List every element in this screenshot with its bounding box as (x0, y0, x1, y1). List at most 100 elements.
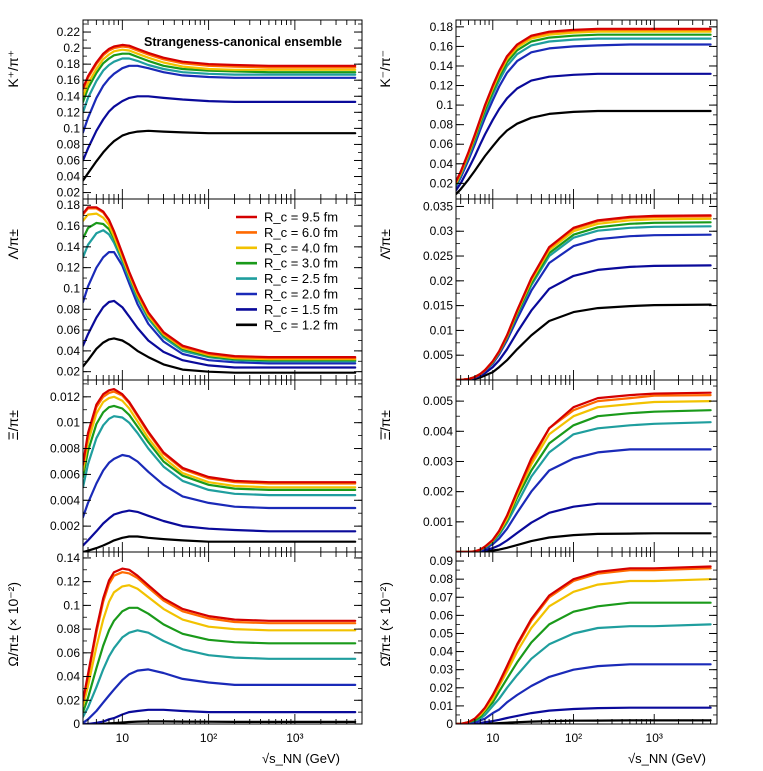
series-line-panel7-7 (456, 719, 712, 724)
series-line-panel1-1 (456, 28, 712, 184)
series-line-panel3-3 (456, 221, 712, 380)
legend-entry: R_c = 1.2 fm (264, 317, 338, 332)
y-tick-label: 0.004 (50, 493, 80, 507)
y-axis-label: K⁻/π⁻ (377, 50, 393, 88)
series-line-panel0-2 (83, 48, 357, 98)
y-axis-label: Ω/π± (× 10⁻²) (5, 582, 21, 667)
y-tick-label: 0.04 (430, 645, 454, 659)
legend-entry: R_c = 1.5 fm (264, 302, 338, 317)
y-tick-label: 0.025 (423, 249, 453, 263)
y-tick-label: 0.08 (430, 572, 454, 586)
series-line-panel5-6 (456, 502, 712, 552)
chart-title: Strangeness-canonical ensemble (144, 35, 342, 49)
y-tick-label: 0.003 (423, 454, 453, 468)
series-line-panel6-5 (83, 668, 357, 724)
panel-1: 0.02 0.04 0.06 0.08 0.1 0.12 0.14 0.16 0.18 K⁻/π⁻ (377, 19, 718, 200)
panel-7: 0 0.01 0.02 0.03 0.04 0.05 0.06 0.07 0.08 0.09 10 1… (377, 551, 718, 745)
y-tick-label: 0.04 (57, 670, 81, 684)
y-tick-label: 0.06 (57, 646, 81, 660)
y-tick-label: 0.008 (50, 442, 80, 456)
legend-entry: R_c = 2.5 fm (264, 271, 338, 286)
panel-7-frame (455, 551, 718, 725)
y-tick-label: 0 (446, 717, 453, 731)
y-tick-label: 0.08 (430, 118, 454, 132)
panel-3: 0.005 0.01 0.015 0.02 0.025 0.03 0.035 Λ̄/π± (377, 198, 718, 381)
y-tick-label: 0.14 (430, 59, 454, 73)
y-tick-label: 0.04 (57, 170, 81, 184)
y-tick-label: 0.14 (57, 89, 81, 103)
panel-5-series (456, 391, 712, 552)
y-tick-label: 0.06 (57, 153, 81, 167)
series-line-panel5-1 (456, 394, 712, 552)
y-tick-label: 0.07 (430, 590, 454, 604)
y-tick-label: 0.035 (423, 199, 453, 213)
series-line-panel0-7 (83, 129, 357, 182)
y-tick-label: 0.005 (423, 348, 453, 362)
x-tick-label: 10 (116, 731, 130, 745)
panel-7-series (456, 565, 712, 724)
series-line-panel0-0 (83, 43, 357, 90)
y-tick-label: 0.16 (57, 219, 81, 233)
panel-2-series (83, 206, 357, 374)
panel-2: 0.02 0.04 0.06 0.08 0.1 0.12 0.14 0.16 0.18 Λ/π± (5, 198, 363, 381)
series-line-panel3-0 (456, 214, 712, 380)
series-line-panel2-5 (83, 251, 357, 365)
series-line-panel0-3 (83, 52, 357, 104)
series-line-panel0-5 (83, 64, 357, 134)
y-tick-label: 0 (73, 717, 80, 731)
y-tick-label: 0.06 (430, 137, 454, 151)
y-tick-label: 0.08 (57, 302, 81, 316)
y-tick-label: 0.18 (430, 20, 454, 34)
y-axis-label: Ω̄/π± (× 10⁻²) (377, 582, 393, 667)
series-line-panel6-0 (83, 567, 357, 702)
y-axis-label: Λ̄/π± (377, 229, 393, 260)
panel-5: 0.001 0.002 0.003 0.004 0.005 Ξ̄/π± (377, 379, 718, 553)
y-tick-label: 0.03 (430, 663, 454, 677)
series-line-panel1-0 (456, 27, 712, 183)
y-tick-label: 0.02 (57, 365, 81, 379)
series-line-panel2-0 (83, 206, 357, 359)
x-tick-label: 10² (565, 731, 582, 745)
y-tick-label: 0.01 (430, 323, 454, 337)
series-line-panel4-7 (83, 535, 357, 552)
series-line-panel5-0 (456, 391, 712, 552)
y-tick-label: 0.08 (57, 137, 81, 151)
y-axis-label: Λ/π± (5, 229, 21, 260)
panel-4: 0.002 0.004 0.006 0.008 0.01 0.012 Ξ/π± (5, 379, 363, 553)
y-tick-label: 0.02 (430, 274, 454, 288)
panel-6-series (83, 567, 357, 724)
panel-0-series (83, 43, 357, 182)
y-tick-label: 0.01 (57, 416, 81, 430)
series-line-panel4-1 (83, 390, 357, 485)
series-line-panel7-6 (456, 706, 712, 724)
series-line-panel3-4 (456, 225, 712, 380)
y-tick-label: 0.03 (430, 224, 454, 238)
series-line-panel6-2 (83, 584, 357, 708)
y-tick-label: 0.12 (57, 261, 81, 275)
series-line-panel0-4 (83, 57, 357, 114)
y-tick-label: 0.22 (57, 25, 81, 39)
legend-entry: R_c = 2.0 fm (264, 287, 338, 302)
panel-0: 0.02 0.04 0.06 0.08 0.1 0.12 0.14 0.16 0.18 0.2 0.… (5, 19, 363, 200)
y-tick-label: 0.14 (57, 240, 81, 254)
y-tick-label: 0.12 (57, 105, 81, 119)
x-tick-label: 10 (486, 731, 500, 745)
panel-6: 0 0.02 0.04 0.06 0.08 0.1 0.12 0.14 10 10² 10³ Ω/π±… (5, 551, 363, 745)
panel-1-series (456, 27, 712, 196)
y-tick-label: 0.05 (430, 626, 454, 640)
y-tick-label: 0.01 (430, 699, 454, 713)
y-tick-label: 0.002 (50, 519, 80, 533)
panels-layer: 0.02 0.04 0.06 0.08 0.1 0.12 0.14 0.16 0.18 0.2 0.… (5, 19, 718, 745)
y-tick-label: 0.02 (430, 176, 454, 190)
series-line-panel7-2 (456, 578, 712, 724)
series-line-panel6-3 (83, 606, 357, 714)
y-tick-label: 0.06 (430, 608, 454, 622)
x-tick-label: 10³ (286, 731, 303, 745)
series-line-panel7-5 (456, 663, 712, 724)
panel-4-frame (82, 379, 363, 553)
panel-6-frame (82, 551, 363, 725)
y-axis-label: Ξ/π± (5, 410, 21, 441)
series-line-panel4-5 (83, 453, 357, 519)
y-tick-label: 0.006 (50, 467, 80, 481)
